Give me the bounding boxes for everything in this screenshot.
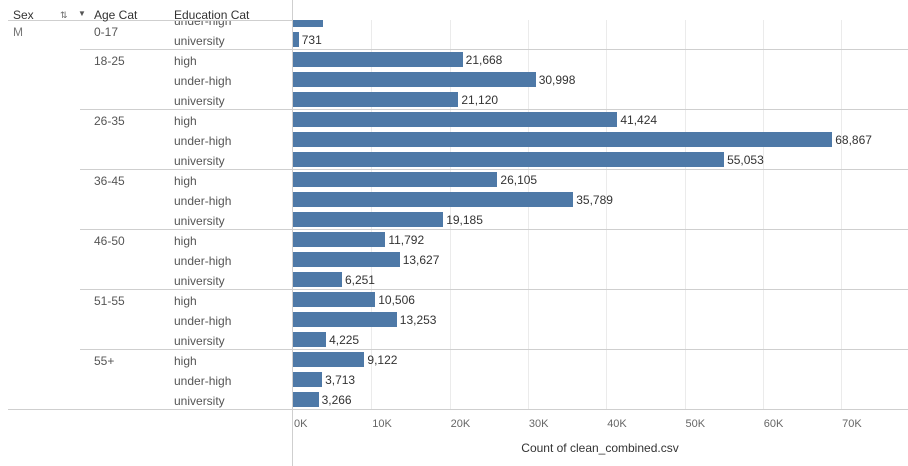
- dropdown-icon[interactable]: ▼: [78, 9, 86, 18]
- axis-baseline: [8, 409, 908, 410]
- data-label: 13,253: [399, 313, 437, 327]
- bar[interactable]: [293, 172, 498, 187]
- group-separator: [80, 169, 908, 170]
- data-label: 4,225: [329, 333, 360, 347]
- group-separator: [80, 349, 908, 350]
- data-label: 3,713: [325, 373, 356, 387]
- bar[interactable]: [293, 132, 833, 147]
- data-label: 10,506: [378, 293, 415, 307]
- data-label: 9,122: [367, 353, 398, 367]
- education-cat-label: university: [174, 334, 225, 348]
- x-tick-label: 10K: [372, 418, 392, 430]
- age-cat-label: 36-45: [94, 174, 125, 188]
- education-cat-label: under-high: [174, 134, 232, 148]
- data-label: 11,792: [388, 233, 425, 247]
- education-cat-label: university: [174, 394, 225, 408]
- age-cat-label: 51-55: [94, 294, 125, 308]
- data-label: 13,627: [402, 253, 440, 267]
- age-cat-label: 0-17: [94, 25, 119, 39]
- age-cat-label: 26-35: [94, 114, 125, 128]
- data-label: 21,120: [461, 93, 499, 107]
- x-gridline: [841, 20, 843, 409]
- header-separator: [8, 20, 292, 21]
- group-separator: [80, 109, 908, 110]
- age-cat-column-header[interactable]: Age Cat: [94, 8, 138, 22]
- education-cat-label: high: [174, 354, 197, 368]
- data-label: 3,266: [321, 393, 352, 407]
- x-tick-label: 30K: [528, 418, 549, 430]
- axis-divider: [292, 0, 293, 466]
- bar[interactable]: [293, 392, 319, 407]
- header-mask: [80, 0, 908, 20]
- education-cat-label: university: [174, 214, 225, 228]
- bar[interactable]: [293, 232, 386, 247]
- bar[interactable]: [293, 312, 397, 327]
- education-cat-label: high: [174, 114, 197, 128]
- data-label: 6,251: [344, 273, 375, 287]
- x-tick-label: 20K: [450, 418, 471, 430]
- education-cat-column-header[interactable]: Education Cat: [174, 8, 250, 22]
- x-gridline: [762, 20, 764, 409]
- age-cat-label: 55+: [94, 354, 115, 368]
- data-label: 35,789: [576, 193, 613, 207]
- bar[interactable]: [293, 332, 327, 347]
- education-cat-label: high: [174, 174, 197, 188]
- education-cat-label: university: [174, 94, 225, 108]
- x-tick-label: 50K: [685, 418, 706, 430]
- group-separator: [80, 49, 908, 50]
- education-cat-label: university: [174, 34, 225, 48]
- education-cat-label: high: [174, 234, 197, 248]
- data-label: 21,668: [465, 53, 503, 67]
- bar[interactable]: [293, 32, 299, 47]
- education-cat-label: high: [174, 54, 197, 68]
- bar[interactable]: [293, 212, 444, 227]
- education-cat-label: under-high: [174, 314, 232, 328]
- sex-value: M: [13, 25, 23, 39]
- x-gridline: [606, 20, 608, 409]
- education-cat-label: under-high: [174, 74, 232, 88]
- x-tick-label: 70K: [842, 418, 862, 430]
- bar[interactable]: [293, 352, 365, 367]
- data-label: 26,105: [500, 173, 538, 187]
- data-label: 731: [301, 33, 322, 47]
- bar[interactable]: [293, 112, 618, 127]
- group-separator: [80, 229, 908, 230]
- x-axis-title: Count of clean_combined.csv: [521, 441, 679, 455]
- sex-column-header[interactable]: Sex: [13, 8, 34, 22]
- bar[interactable]: [293, 292, 376, 307]
- data-label: 30,998: [538, 73, 576, 87]
- x-tick-label: 40K: [607, 418, 627, 430]
- education-cat-label: under-high: [174, 254, 232, 268]
- bar[interactable]: [293, 72, 536, 87]
- education-cat-label: university: [174, 274, 225, 288]
- bar[interactable]: [293, 92, 459, 107]
- education-cat-label: university: [174, 154, 225, 168]
- x-gridline: [449, 20, 451, 409]
- age-cat-label: 46-50: [94, 234, 125, 248]
- x-tick-label: 60K: [763, 418, 784, 430]
- sort-descending-icon[interactable]: ⇅: [60, 10, 68, 20]
- x-tick-label: 0K: [294, 418, 308, 430]
- x-gridline: [527, 20, 529, 409]
- bar[interactable]: [293, 152, 725, 167]
- bar[interactable]: [293, 52, 463, 67]
- x-gridline: [684, 20, 686, 409]
- data-label: 68,867: [835, 133, 872, 147]
- data-label: 19,185: [446, 213, 483, 227]
- data-label: 55,053: [727, 153, 764, 167]
- bar[interactable]: [293, 272, 342, 287]
- education-cat-label: high: [174, 294, 197, 308]
- age-cat-label: 18-25: [94, 54, 125, 68]
- bar[interactable]: [293, 252, 400, 267]
- education-cat-label: under-high: [174, 194, 232, 208]
- group-separator: [80, 289, 908, 290]
- education-cat-label: under-high: [174, 374, 232, 388]
- bar[interactable]: [293, 192, 574, 207]
- data-label: 41,424: [620, 113, 658, 127]
- bar[interactable]: [293, 372, 323, 387]
